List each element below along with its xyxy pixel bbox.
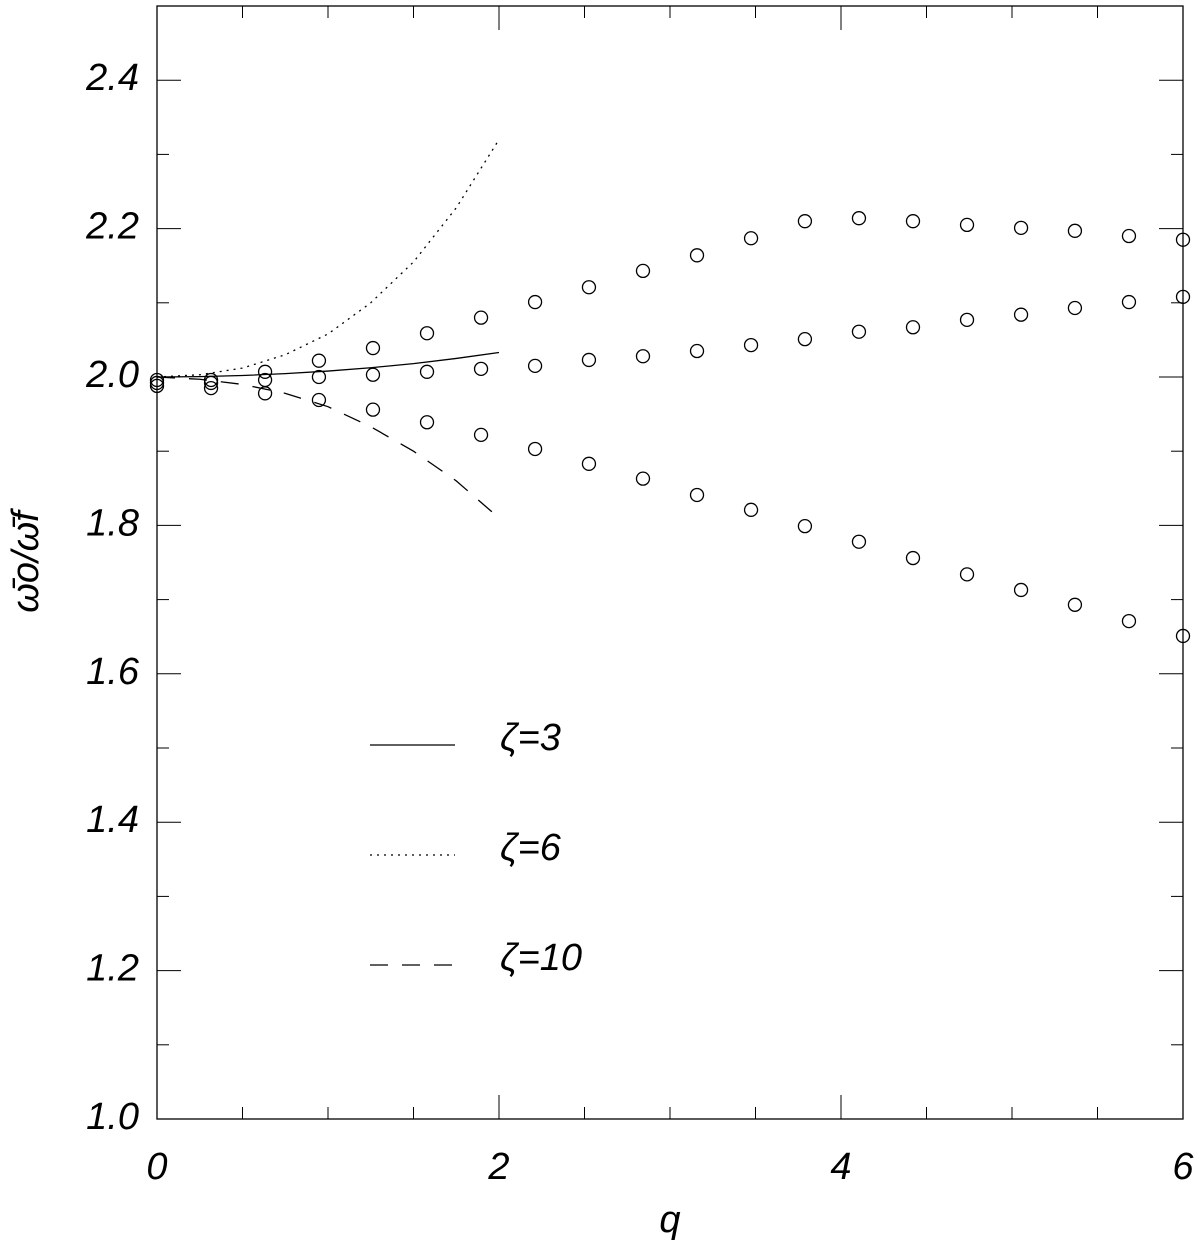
- marker: [743, 337, 759, 353]
- marker: [257, 364, 273, 379]
- marker: [1067, 223, 1083, 238]
- marker: [797, 214, 813, 229]
- marker: [635, 263, 651, 279]
- marker: [743, 231, 759, 246]
- marker: [959, 312, 975, 328]
- x-axis-label: q: [659, 1199, 680, 1241]
- marker: [797, 518, 813, 534]
- y-tick-label: 1.0: [86, 1096, 139, 1138]
- marker: [581, 352, 597, 368]
- marker: [527, 294, 543, 310]
- marker: [1067, 597, 1083, 612]
- marker: [1013, 307, 1029, 322]
- marker: [419, 415, 435, 430]
- y-tick-label: 2.4: [85, 57, 139, 99]
- x-tick-label: 6: [1172, 1146, 1194, 1188]
- y-axis-label: ω̄o/ω̄f: [5, 508, 47, 613]
- marker: [203, 380, 219, 396]
- marker: [149, 378, 165, 394]
- marker: [311, 369, 327, 385]
- marker: [1121, 613, 1137, 629]
- marker: [1175, 232, 1191, 247]
- y-tick-label: 1.2: [86, 948, 139, 990]
- marker: [473, 361, 489, 376]
- marker: [1013, 220, 1029, 236]
- marker: [1121, 294, 1137, 310]
- y-tick-label: 2.2: [85, 206, 139, 248]
- marker: [743, 502, 759, 517]
- marker: [851, 211, 867, 226]
- marker: [311, 353, 327, 368]
- marker: [527, 358, 543, 374]
- marker: [797, 332, 813, 347]
- series-line: [156, 351, 500, 378]
- marker: [527, 441, 543, 457]
- marker: [203, 375, 219, 391]
- marker: [851, 324, 867, 339]
- y-tick-label: 2.0: [85, 354, 139, 396]
- legend-label: ζ=3: [500, 717, 561, 759]
- x-tick-label: 0: [146, 1146, 167, 1188]
- y-tick-label: 1.6: [86, 651, 140, 693]
- marker: [1013, 582, 1029, 598]
- marker: [905, 214, 921, 229]
- marker: [257, 386, 273, 401]
- marker: [689, 487, 705, 503]
- marker: [905, 320, 921, 335]
- marker: [905, 550, 921, 566]
- marker: [365, 340, 381, 356]
- marker: [581, 280, 597, 295]
- marker: [689, 248, 705, 263]
- y-tick-label: 1.4: [86, 799, 139, 841]
- marker: [959, 567, 975, 582]
- marker: [635, 471, 651, 486]
- x-tick-label: 4: [830, 1146, 851, 1188]
- series-line: [156, 376, 500, 519]
- marker: [1175, 628, 1191, 644]
- marker: [365, 402, 381, 417]
- marker: [473, 427, 489, 443]
- marker: [419, 364, 435, 379]
- series-line: [156, 139, 500, 378]
- marker: [257, 372, 273, 388]
- marker: [851, 534, 867, 549]
- x-tick-label: 2: [487, 1146, 509, 1188]
- marker: [1067, 300, 1083, 316]
- marker: [311, 392, 327, 408]
- marker: [1175, 289, 1191, 305]
- marker: [959, 217, 975, 233]
- marker: [365, 367, 381, 382]
- marker: [1121, 228, 1137, 244]
- plot-frame: [156, 5, 1184, 1120]
- marker: [581, 456, 597, 471]
- y-tick-label: 1.8: [86, 502, 139, 544]
- marker: [635, 349, 651, 364]
- marker: [473, 310, 489, 325]
- marker: [689, 343, 705, 359]
- marker: [419, 326, 435, 341]
- legend-label: ζ=10: [500, 937, 582, 979]
- legend-label: ζ=6: [500, 827, 562, 869]
